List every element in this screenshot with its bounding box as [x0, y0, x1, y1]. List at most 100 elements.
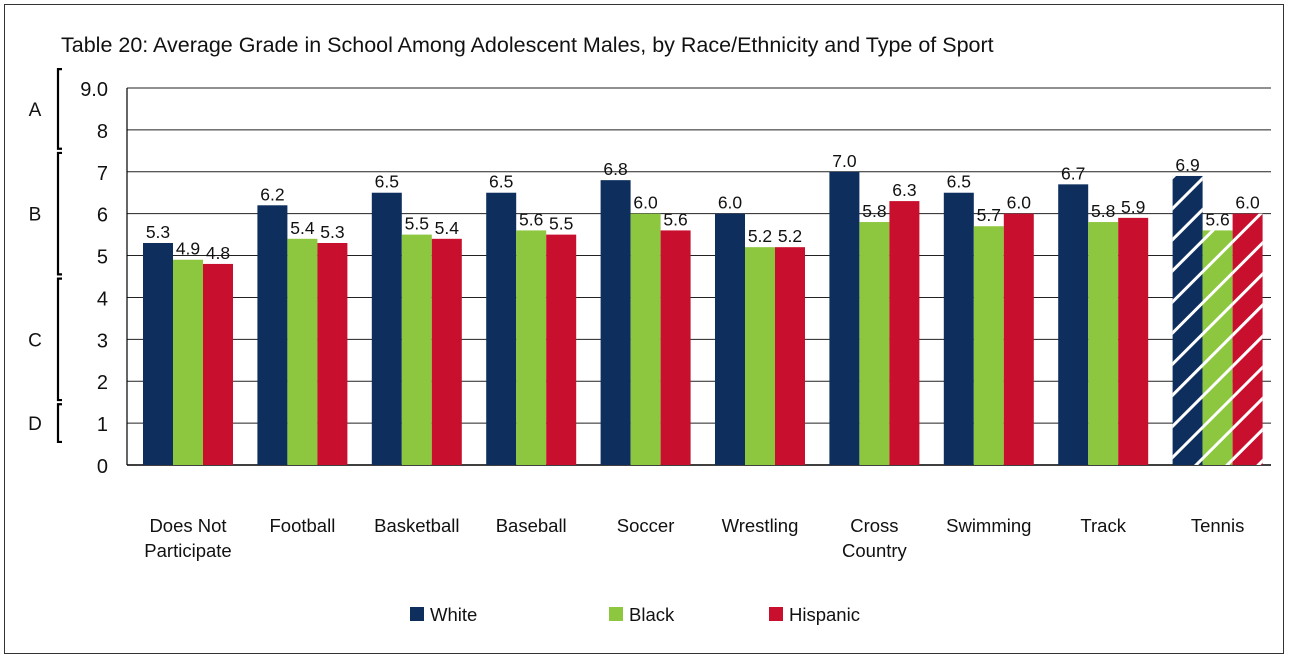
grade-band-bracket — [56, 151, 62, 276]
bar-value-label: 5.6 — [1205, 209, 1229, 229]
grade-band-bracket — [56, 403, 62, 444]
bar-value-label: 4.9 — [176, 239, 200, 259]
bar-value-label: 5.8 — [1091, 201, 1115, 221]
y-tick-label: 1 — [97, 414, 108, 436]
y-tick-label: 3 — [97, 330, 108, 352]
bar-value-label: 5.9 — [1121, 197, 1145, 217]
bar-black — [973, 226, 1004, 465]
y-tick-label: 7 — [97, 163, 108, 185]
bar-value-label: 6.8 — [603, 159, 627, 179]
bar-white — [257, 205, 288, 466]
bar-value-label: 6.9 — [1175, 155, 1199, 175]
bar-white — [371, 192, 402, 465]
bar-value-label: 6.5 — [489, 172, 513, 192]
bar-hispanic — [1003, 213, 1034, 465]
bar-hispanic — [775, 247, 805, 465]
bar-hispanic — [889, 201, 920, 465]
bar-value-label: 6.0 — [1235, 193, 1260, 213]
bar-value-label: 6.0 — [1007, 193, 1032, 213]
y-tick-label: 9.0 — [80, 79, 108, 101]
legend: White Black Hispanic — [410, 604, 860, 625]
grade-band-bracket — [56, 277, 62, 402]
grade-band-label: C — [28, 330, 42, 351]
y-tick-label: 0 — [97, 456, 108, 478]
chart-frame: Table 20: Average Grade in School Among … — [4, 4, 1284, 654]
bar-value-label: 7.0 — [832, 151, 857, 171]
y-tick-label: 6 — [97, 205, 108, 227]
bar-value-label: 5.4 — [290, 218, 315, 238]
bar-white — [1058, 184, 1089, 465]
legend-label-hispanic: Hispanic — [789, 604, 860, 625]
x-category-label: Soccer — [617, 515, 675, 536]
bar-value-label: 5.4 — [435, 218, 460, 238]
bar-value-label: 6.0 — [718, 193, 743, 213]
x-category-label: Swimming — [946, 515, 1031, 536]
chart-title: Table 20: Average Grade in School Among … — [61, 33, 994, 57]
bar-value-label: 5.5 — [405, 214, 429, 234]
x-category-label: Participate — [144, 540, 231, 561]
bar-hispanic — [431, 238, 462, 465]
y-tick-labels: 0 1 2 3 4 5 6 7 8 9.0 — [80, 79, 108, 478]
grade-band-label: B — [29, 205, 42, 226]
bar-value-label: 5.8 — [862, 201, 886, 221]
bar-hatch-overlay — [1202, 230, 1233, 465]
bar-hatch-overlay — [1232, 213, 1263, 465]
bar-value-label: 5.5 — [549, 214, 573, 234]
legend-swatch-black — [609, 607, 623, 621]
bar-value-label: 5.3 — [320, 222, 344, 242]
bar-value-label: 6.5 — [947, 172, 971, 192]
bar-value-label: 5.6 — [519, 209, 543, 229]
grade-bands: A B C D — [28, 68, 62, 444]
bar-value-label: 4.8 — [206, 243, 230, 263]
bar-black — [745, 247, 775, 465]
bar-value-label: 6.0 — [633, 193, 658, 213]
bar-value-label: 6.3 — [892, 180, 916, 200]
bar-value-labels: 5.34.9 4.86.25.4 5.36.55.5 5.46.55.6 5.56.86… — [146, 151, 1260, 263]
x-category-label: Wrestling — [722, 515, 799, 536]
bar-white — [943, 192, 974, 465]
bar-white — [486, 192, 517, 465]
bar-black — [1088, 222, 1119, 465]
x-category-label: Track — [1080, 515, 1126, 536]
bar-black — [516, 230, 547, 465]
bar-white — [600, 180, 631, 465]
legend-swatch-hispanic — [769, 607, 783, 621]
legend-swatch-white — [410, 607, 424, 621]
bar-white — [143, 242, 173, 465]
bar-white — [715, 213, 745, 465]
legend-label-black: Black — [629, 604, 675, 625]
x-category-label: Basketball — [374, 515, 459, 536]
bar-black — [287, 238, 318, 465]
bar-hispanic — [203, 263, 233, 465]
x-category-label: Tennis — [1191, 515, 1244, 536]
bar-hispanic — [317, 242, 348, 465]
bar-white — [829, 171, 860, 465]
bar-black — [859, 222, 890, 465]
bar-value-label: 6.5 — [375, 172, 399, 192]
x-category-label: Country — [842, 540, 908, 561]
bar-hispanic — [1118, 217, 1149, 465]
y-tick-label: 4 — [97, 288, 108, 310]
bar-value-label: 5.7 — [977, 205, 1001, 225]
y-tick-label: 8 — [97, 121, 108, 143]
bar-chart: Table 20: Average Grade in School Among … — [28, 33, 1271, 625]
x-category-labels: Does Not Participate Football Basketball Bas… — [144, 515, 1244, 561]
grade-band-bracket — [56, 68, 62, 150]
bar-hispanic — [660, 230, 691, 465]
y-tick-label: 5 — [97, 247, 108, 269]
bar-black — [630, 213, 661, 465]
legend-label-white: White — [430, 604, 477, 625]
x-category-label: Baseball — [496, 515, 567, 536]
x-category-label: Football — [269, 515, 335, 536]
bar-hatch-overlay — [1172, 175, 1203, 465]
bar-black — [401, 234, 432, 465]
x-category-label: Cross — [850, 515, 898, 536]
bar-value-label: 6.2 — [260, 184, 284, 204]
y-tick-label: 2 — [97, 372, 108, 394]
grade-band-label: A — [29, 100, 42, 121]
bar-value-label: 6.7 — [1061, 163, 1085, 183]
bars — [143, 171, 1263, 466]
bar-value-label: 5.2 — [748, 226, 772, 246]
bar-hispanic — [546, 234, 577, 465]
bar-black — [173, 259, 203, 465]
